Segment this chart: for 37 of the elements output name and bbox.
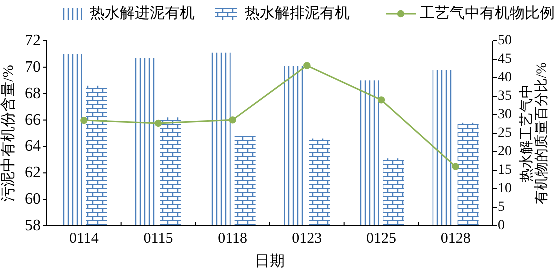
y2-tick-label: 20 — [498, 144, 512, 160]
y2-tick-label: 5 — [498, 200, 505, 215]
y2-tick-label: 10 — [498, 182, 512, 196]
y-tick-label: 60 — [25, 191, 41, 208]
y-tick-label: 64 — [25, 138, 41, 156]
legend-label: 热水解进泥有机 — [90, 5, 195, 22]
legend-label: 工艺气中有机物比例 — [420, 5, 554, 22]
y2-tick-label: 40 — [498, 70, 512, 86]
y-tick-label: 70 — [25, 58, 41, 76]
y2-tick-label: 35 — [498, 89, 512, 104]
x-tick-label: 0114 — [69, 231, 100, 247]
y2-tick-label: 15 — [498, 163, 512, 178]
legend-label: 热水解排泥有机 — [245, 5, 350, 22]
point — [229, 116, 236, 124]
x-axis-title: 日期 — [255, 253, 285, 270]
y2-tick-label: 45 — [498, 52, 512, 67]
x-tick-label: 0118 — [218, 231, 248, 247]
y2-tick-label: 0 — [498, 218, 505, 234]
y2-axis-title: 热水解工艺气中有机物的质量百分比/% — [519, 62, 550, 204]
x-tick-label: 0123 — [292, 231, 322, 247]
y-tick-label: 66 — [25, 112, 41, 129]
x-tick-label: 0115 — [144, 231, 174, 247]
x-tick-label: 0125 — [366, 231, 396, 247]
point — [378, 96, 386, 104]
y-tick-label: 68 — [25, 85, 41, 102]
x-tick-label: 0128 — [440, 231, 471, 247]
y-tick-label: 58 — [25, 218, 41, 234]
y-axis-title: 污泥中有机份含量/% — [0, 65, 17, 202]
y2-tick-label: 25 — [498, 126, 512, 141]
y2-tick-label: 30 — [498, 108, 512, 122]
point — [452, 163, 460, 170]
y-tick-label: 62 — [25, 164, 41, 182]
point — [304, 62, 311, 70]
y-tick-label: 72 — [25, 32, 41, 50]
point — [80, 116, 88, 124]
y2-tick-label: 50 — [498, 34, 512, 48]
point — [154, 120, 162, 128]
